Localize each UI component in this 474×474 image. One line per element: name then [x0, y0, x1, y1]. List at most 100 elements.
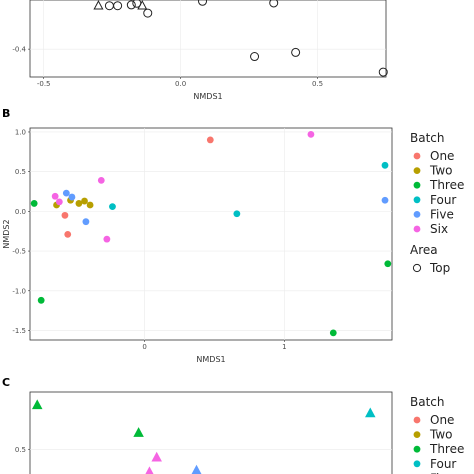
data-point: [206, 136, 214, 144]
data-point: [381, 196, 389, 204]
data-point: [381, 161, 389, 169]
panel-c-legend-title: Batch: [410, 395, 445, 409]
data-point: [62, 189, 70, 197]
data-point: [233, 210, 241, 218]
legend-key: [413, 196, 421, 204]
legend-key: [412, 263, 422, 273]
legend-key: [413, 431, 421, 438]
x-tick-label: 0: [142, 343, 146, 351]
legend-key: [413, 181, 421, 189]
data-point: [250, 52, 260, 62]
y-tick-label: -0.5: [12, 248, 26, 256]
data-point: [75, 200, 83, 207]
data-point: [81, 197, 88, 205]
data-point: [329, 329, 337, 337]
panel-a-ticks: -0.5 0.0 0.5 -0.4: [12, 46, 323, 88]
data-point: [30, 200, 38, 207]
panel-b-legend-area-title: Area: [410, 243, 438, 257]
data-point: [378, 67, 388, 77]
data-point: [143, 8, 153, 18]
panel-b-ticks: 0 1 1.0 0.5 0.0 -0.5 -1.0 -1.5: [12, 128, 286, 351]
legend-label: Two: [429, 428, 453, 442]
legend-label: Three: [429, 442, 464, 456]
y-tick-label: -1.0: [12, 287, 26, 295]
legend-label: Four: [430, 457, 456, 471]
panel-c-ticks: 0.5: [15, 446, 30, 454]
panel-c-plot-area: [29, 391, 393, 474]
data-point: [51, 192, 59, 200]
panel-b-points: [30, 130, 392, 337]
data-point: [97, 177, 105, 184]
legend-key: [413, 225, 421, 233]
data-point: [291, 47, 301, 57]
data-point: [31, 399, 43, 410]
legend-label: Two: [429, 164, 453, 178]
panel-b-plot-area: [29, 127, 393, 341]
x-tick-label: 0.0: [175, 80, 186, 88]
data-point: [68, 193, 76, 201]
legend-label: One: [430, 149, 454, 163]
legend-label: One: [430, 413, 454, 427]
data-point: [103, 235, 111, 243]
legend-label: Top: [429, 261, 450, 275]
data-point: [132, 0, 142, 8]
y-tick-label: 0.0: [15, 208, 26, 216]
legend-label: Five: [430, 207, 454, 221]
panel-b-x-axis-title: NMDS1: [196, 355, 225, 364]
legend-key: [413, 445, 421, 453]
panel-a-grid: [30, 0, 386, 77]
data-point: [145, 466, 154, 474]
legend-label: Five: [430, 471, 454, 474]
panel-b-letter: B: [2, 107, 10, 120]
data-point: [133, 427, 144, 437]
data-point: [109, 203, 116, 211]
panel-b-y-axis-title: NMDS2: [2, 219, 11, 248]
legend-label: Four: [430, 193, 456, 207]
panel-a: -0.5 0.0 0.5 -0.4 NMDS1: [12, 0, 388, 101]
panel-a-plot-area: [29, 0, 387, 78]
legend-key: [413, 211, 421, 218]
data-point: [191, 464, 202, 474]
data-point: [198, 0, 208, 6]
panel-c-points: [31, 399, 376, 474]
data-point: [82, 218, 90, 226]
x-tick-label: 0.5: [312, 80, 323, 88]
x-tick-label: 1: [282, 343, 286, 351]
legend-key: [413, 152, 421, 160]
legend-label: Six: [430, 222, 448, 236]
panel-b-legend-area-entries: Top: [412, 261, 450, 275]
y-tick-label: 1.0: [15, 128, 26, 136]
data-point: [126, 0, 136, 10]
panel-c-letter: C: [2, 376, 10, 389]
data-point: [113, 1, 123, 11]
y-tick-label: -0.4: [12, 46, 26, 54]
data-point: [365, 407, 376, 418]
legend-key: [413, 460, 421, 468]
y-tick-label: 0.5: [15, 446, 26, 454]
data-point: [86, 201, 94, 209]
panel-b-legend-title: Batch: [410, 131, 445, 145]
x-tick-label: -0.5: [37, 80, 51, 88]
data-point: [37, 296, 45, 304]
panel-b-grid: [30, 128, 392, 340]
data-point: [64, 230, 72, 238]
legend-key: [413, 167, 421, 175]
panel-b: B 0 1 1.0 0.5 0.0 -0.5 -1.0 -1.5 NMDS1 NMDS2 Ba…: [2, 107, 464, 364]
legend-label: Three: [429, 178, 464, 192]
data-point: [61, 211, 69, 219]
data-point: [93, 0, 104, 10]
data-point: [307, 130, 315, 138]
legend-key: [413, 416, 421, 424]
data-point: [55, 198, 63, 206]
y-tick-label: 0.5: [15, 168, 26, 176]
panel-a-points: [93, 0, 388, 77]
panel-a-x-axis-title: NMDS1: [193, 92, 222, 101]
data-point: [151, 451, 162, 462]
data-point: [384, 260, 392, 268]
